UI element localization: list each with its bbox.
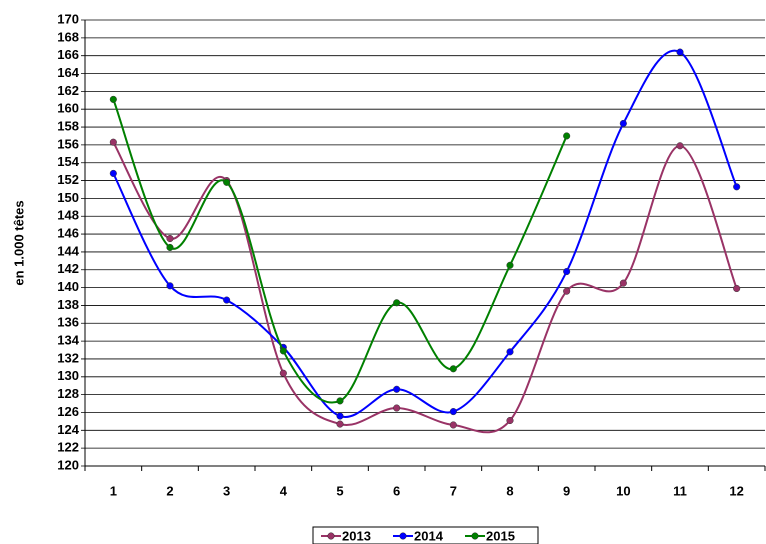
y-tick-label: 156 [57,136,79,151]
legend-marker [399,532,407,540]
y-tick-label: 138 [57,297,79,312]
point [733,183,741,191]
x-tick-label: 9 [563,483,570,498]
y-tick-label: 150 [57,190,79,205]
x-tick-label: 1 [110,483,117,498]
y-tick-label: 146 [57,226,79,241]
x-tick-label: 3 [223,483,230,498]
legend-marker [471,532,479,540]
legend-label: 2015 [486,528,515,543]
point [336,412,344,420]
y-tick-label: 166 [57,47,79,62]
y-tick-label: 122 [57,440,79,455]
y-tick-label: 154 [57,154,79,169]
y-tick-label: 144 [57,243,79,258]
point [393,404,401,412]
y-tick-label: 140 [57,279,79,294]
legend-label: 2014 [414,528,444,543]
point [563,132,571,140]
point [506,261,514,269]
point [619,279,627,287]
point [223,296,231,304]
y-tick-label: 158 [57,118,79,133]
y-tick-label: 134 [57,333,79,348]
y-tick-label: 148 [57,208,79,223]
series-line [112,141,738,434]
point [676,142,684,150]
point [563,287,571,295]
legend-label: 2013 [342,528,371,543]
point [279,347,287,355]
y-tick-label: 160 [57,101,79,116]
point [506,416,514,425]
point [336,397,344,405]
point [506,348,514,356]
point [109,169,117,177]
y-tick-label: 128 [57,386,79,401]
point [733,284,741,293]
x-tick-label: 5 [336,483,343,498]
y-tick-label: 126 [57,404,79,419]
point [109,95,117,103]
legend-box [312,526,539,544]
point [449,365,457,373]
point [279,369,287,377]
point [223,178,231,186]
y-tick-label: 162 [57,83,79,98]
y-tick-label: 132 [57,350,79,365]
x-tick-label: 10 [616,483,630,498]
point [166,234,174,243]
point [393,299,401,307]
legend-marker [327,532,335,540]
y-tick-label: 130 [57,368,79,383]
x-tick-label: 6 [393,483,400,498]
x-tick-label: 8 [506,483,513,498]
x-tick-label: 7 [450,483,457,498]
point [619,119,627,128]
y-tick-label: 142 [57,261,79,276]
point [449,421,457,429]
x-tick-label: 11 [673,483,687,498]
y-tick-label: 124 [57,422,79,437]
x-tick-label: 2 [166,483,173,498]
y-tick-label: 164 [57,65,79,80]
y-axis-label: en 1.000 têtes [11,200,26,285]
y-tick-label: 170 [57,11,79,26]
point [166,282,174,290]
y-tick-label: 136 [57,315,79,330]
point [336,420,344,428]
y-tick-label: 152 [57,172,79,187]
y-tick-label: 168 [57,29,79,44]
point [563,267,571,276]
point [449,408,457,416]
point [393,385,401,393]
point [166,243,174,252]
x-tick-label: 12 [729,483,743,498]
point [676,48,684,56]
point [109,138,117,146]
x-tick-label: 4 [280,483,288,498]
y-tick-label: 120 [57,457,79,472]
